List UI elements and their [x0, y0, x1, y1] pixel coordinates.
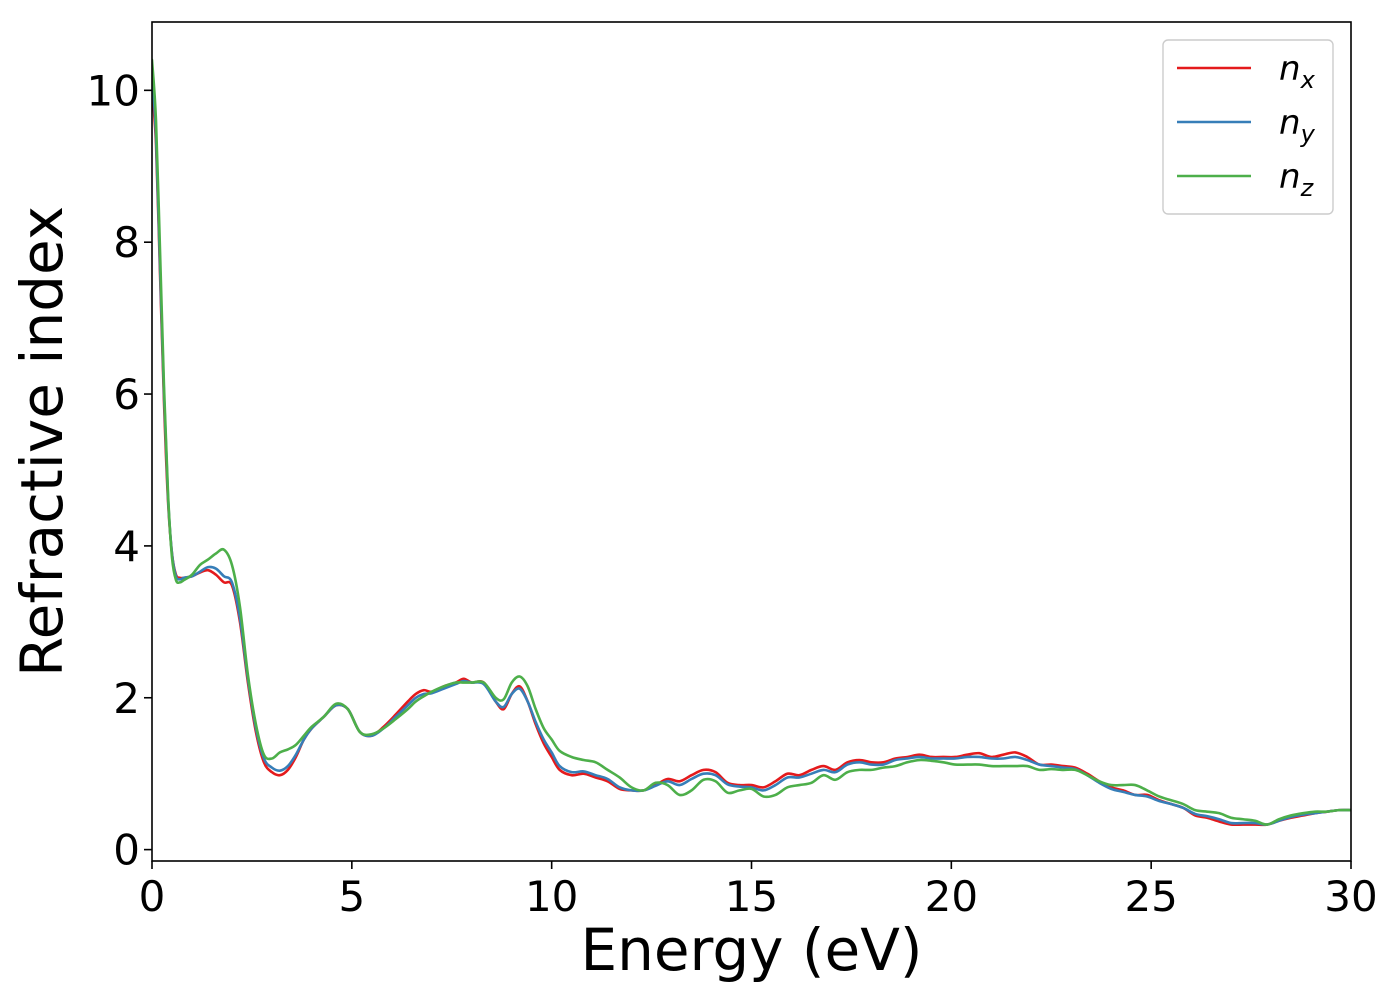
- y-tick-label: 0: [113, 826, 140, 875]
- legend-label-nz: nz: [1279, 157, 1315, 202]
- x-axis-title: Energy (eV): [580, 916, 922, 984]
- series-line-ny: [152, 73, 1351, 826]
- x-tick-label: 0: [139, 872, 166, 921]
- y-tick-label: 8: [113, 218, 140, 267]
- legend-label-ny: ny: [1279, 103, 1316, 148]
- legend-label-nx: nx: [1279, 49, 1316, 94]
- x-tick-label: 10: [525, 872, 578, 921]
- y-axis-title: Refractive index: [8, 206, 76, 677]
- legend: nx ny nz: [1162, 39, 1334, 215]
- x-tick-label: 20: [925, 872, 978, 921]
- ticks-layer: 0 5 10 15 20 25 30 0 2 4 6 8 10: [87, 66, 1378, 921]
- legend-box: [1162, 39, 1334, 215]
- x-tick-label: 30: [1324, 872, 1377, 921]
- x-tick-label: 15: [725, 872, 778, 921]
- x-tick-label: 25: [1124, 872, 1177, 921]
- y-tick-label: 4: [113, 522, 140, 571]
- y-tick-label: 6: [113, 370, 140, 419]
- series-line-nz: [152, 58, 1351, 826]
- y-tick-label: 10: [87, 66, 140, 115]
- y-tick-label: 2: [113, 674, 140, 723]
- series-layer: [152, 58, 1351, 827]
- x-tick-label: 5: [338, 872, 365, 921]
